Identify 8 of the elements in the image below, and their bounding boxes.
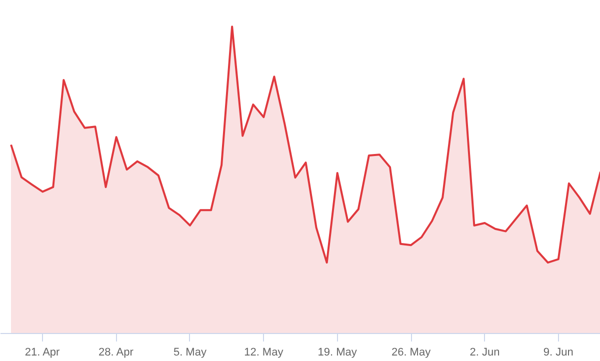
x-tick-label: 19. May bbox=[318, 346, 358, 358]
x-tick-label: 9. Jun bbox=[543, 346, 574, 358]
x-tick-label: 28. Apr bbox=[98, 346, 134, 358]
x-tick-label: 21. Apr bbox=[24, 346, 60, 358]
x-tick-label: 5. May bbox=[173, 346, 207, 358]
x-tick-label: 12. May bbox=[244, 346, 284, 358]
x-tick-label: 26. May bbox=[391, 346, 432, 358]
x-tick-label: 2. Jun bbox=[470, 346, 500, 358]
